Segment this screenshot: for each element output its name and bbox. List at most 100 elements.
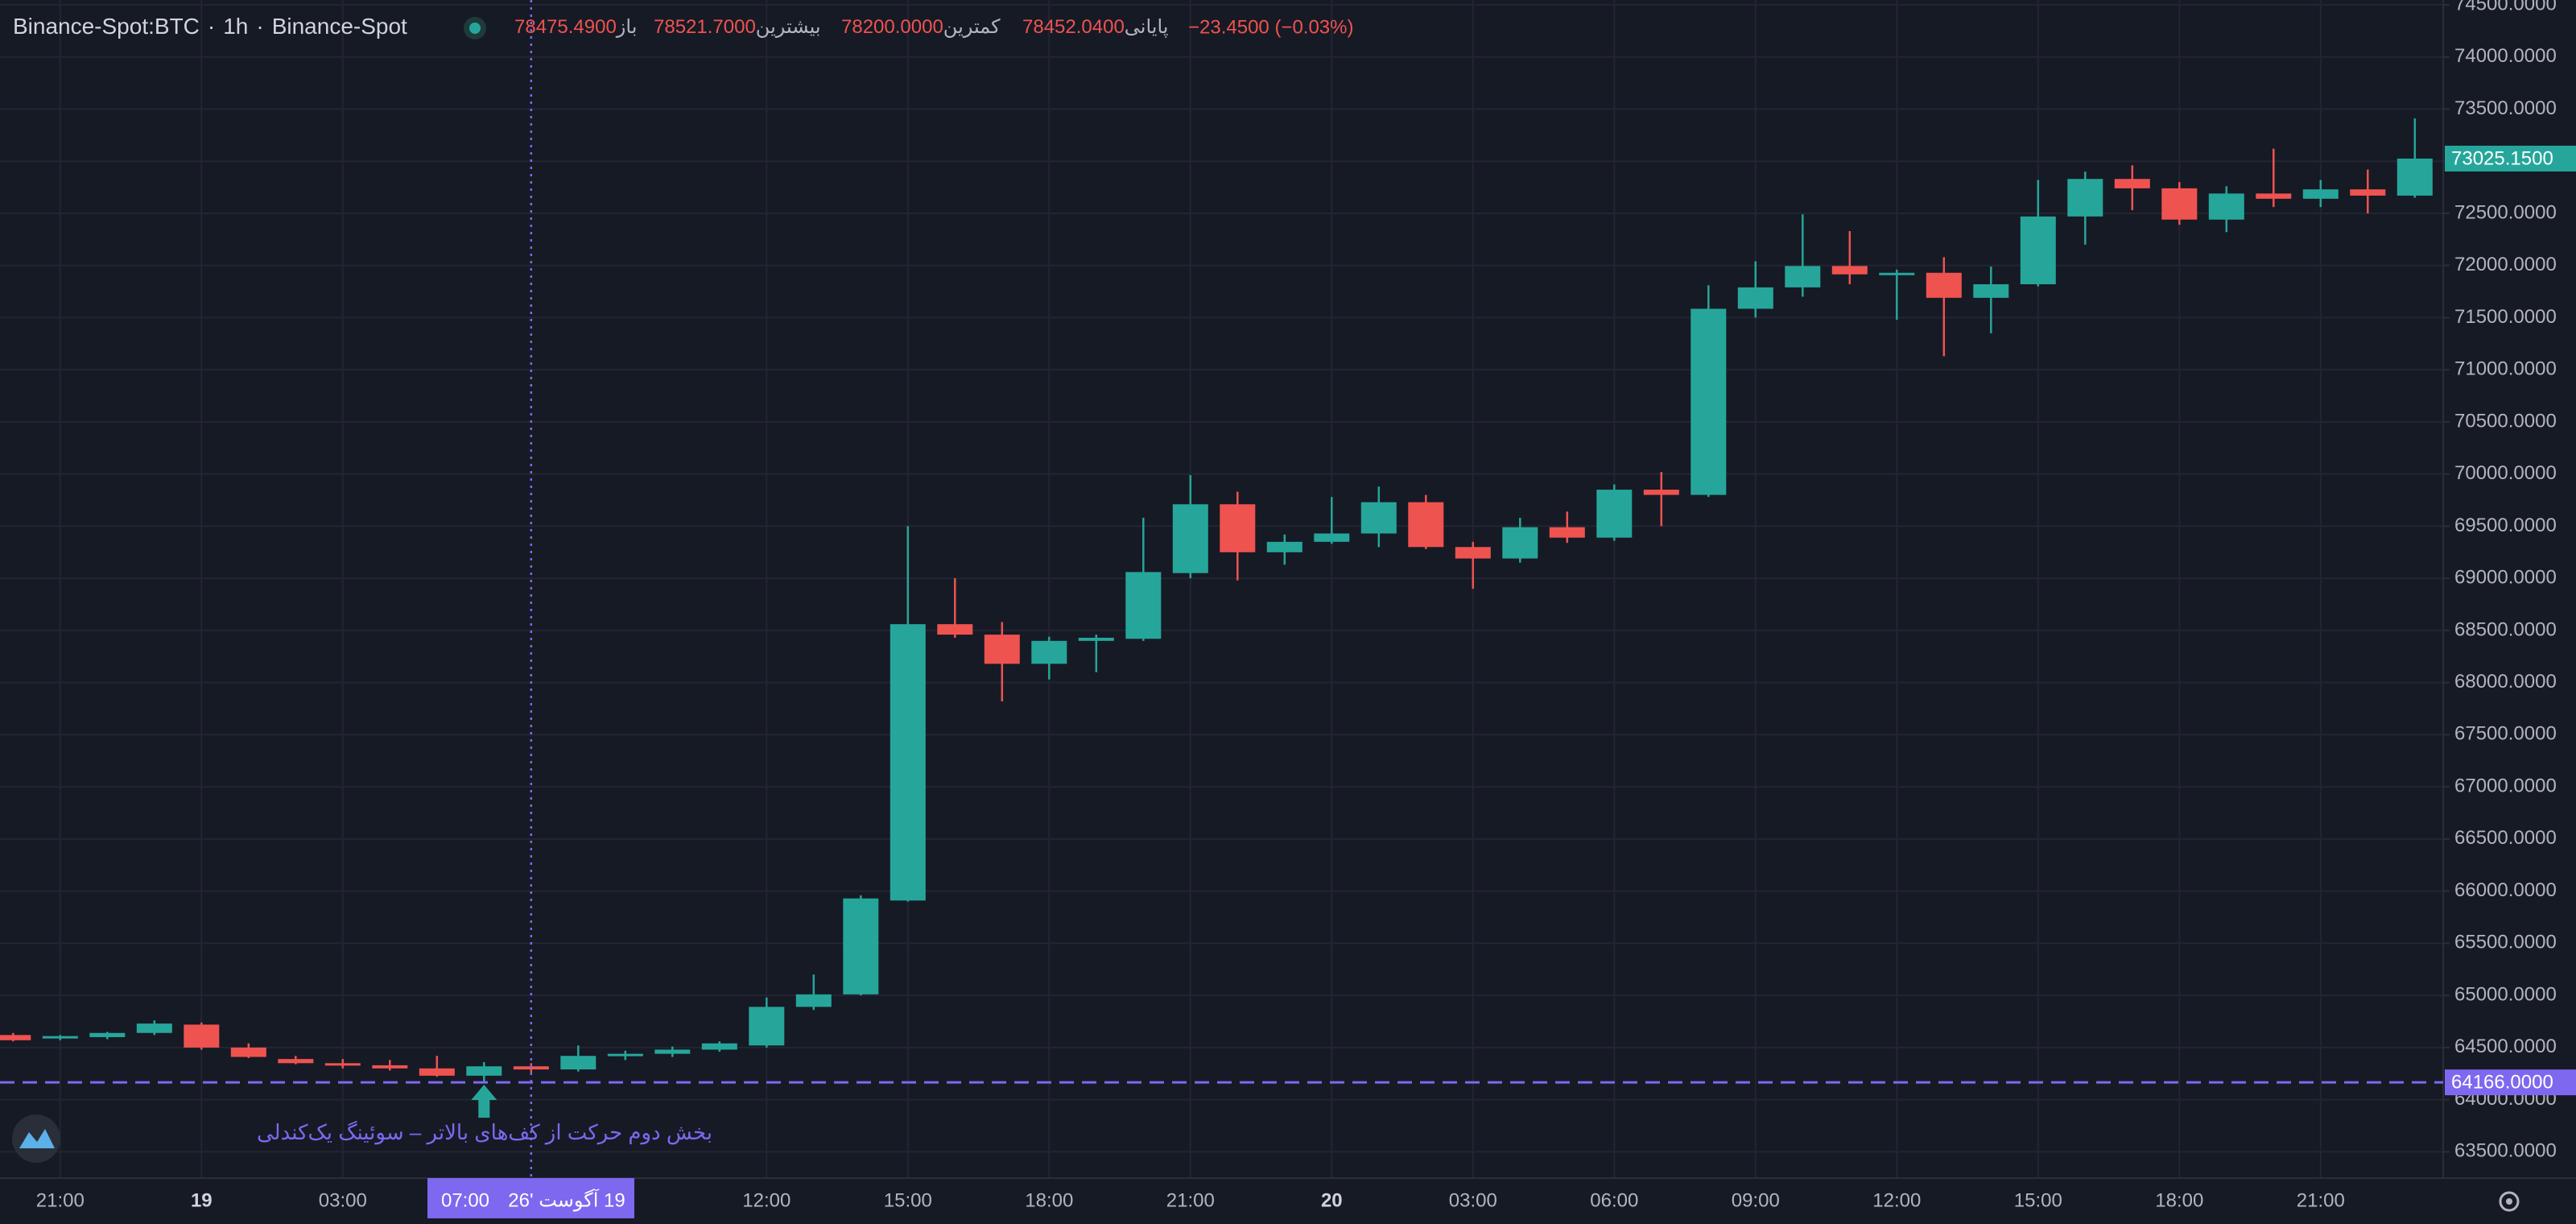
crosshair-date: 19 آگوست '26 [508,1188,625,1211]
candle-body [749,1007,785,1046]
candle-body [1455,547,1491,559]
candle-body [984,635,1020,664]
x-tick-label: 19 [191,1189,213,1211]
candle-body [1172,504,1208,573]
candle-body [2208,193,2244,220]
candle-body [654,1049,691,1054]
candle-body [560,1056,597,1070]
gear [2499,1191,2520,1212]
y-tick-label: 74000.0000 [2454,45,2557,67]
candle-body [1408,502,1444,548]
annotation: بخش دوم حرکت از کف‌های بالاتر – سوئینگ ی… [257,1120,712,1145]
x-tick-label: 03:00 [1449,1189,1497,1211]
y-tick-label: 63500.0000 [2454,1140,2557,1162]
candle-body [1220,504,1256,552]
candle-body [1031,640,1067,664]
candle-body [2350,189,2386,196]
x-tick-label: 09:00 [1732,1189,1780,1211]
x-tick-label: 15:00 [884,1189,932,1211]
candle-body [2256,193,2292,199]
candle-body [1360,502,1397,534]
y-tick-label: 72000.0000 [2454,254,2557,275]
candle-body [1125,572,1162,639]
logo-icon [19,1129,55,1148]
x-tick-label: 15:00 [2014,1189,2062,1211]
candle-body [230,1047,266,1057]
candle-body [419,1068,455,1076]
symbol: Binance-Spot:BTC [13,14,200,39]
logo-circle [12,1114,60,1163]
interval: 1h [223,14,248,39]
ohlc-item: کمترین78200.0000 [841,16,1001,38]
y-tick-label: 65500.0000 [2454,932,2557,953]
candle-body [2067,179,2103,217]
candle-body [372,1065,408,1069]
x-tick-label: 12:00 [742,1189,791,1211]
x-tick-label: 20 [1321,1189,1343,1211]
x-tick-label: 12:00 [1872,1189,1921,1211]
annotation-arrow [471,1085,497,1118]
y-tick-label: 74500.0000 [2454,0,2557,14]
candle-body [1266,541,1302,552]
settings-icon[interactable] [2499,1191,2520,1212]
ohlc-label: باز [616,16,638,38]
y-tick-label: 71000.0000 [2454,358,2557,380]
ohlc-value: 78475.4900 [514,16,617,38]
status-dot[interactable] [469,23,481,34]
separator: · [256,14,263,39]
y-tick-label: 70000.0000 [2454,462,2557,484]
y-tick-label: 73500.0000 [2454,97,2557,119]
ohlc-value: 78452.0400 [1022,16,1125,38]
ohlc-change: −23.4500 (−0.03%) [1188,16,1354,38]
ohlc-label: پایانی [1125,16,1169,38]
y-tick-label: 65000.0000 [2454,983,2557,1005]
last-price-label: 73025.1500 [2451,147,2553,169]
x-tick-label: 21:00 [1166,1189,1215,1211]
ohlc-value: 78200.0000 [841,16,943,38]
candles [0,118,2433,1083]
y-tick-label: 68000.0000 [2454,671,2557,693]
header: Binance-Spot:BTC · 1h · Binance-Spot [13,14,486,39]
crosshair-time-box [427,1178,634,1218]
y-tick-label: 70500.0000 [2454,410,2557,432]
exchange: Binance-Spot [272,14,407,39]
candle-body [937,624,973,635]
ohlc-item: بیشترین78521.7000 [654,16,821,38]
candle-body [1596,490,1633,538]
y-tick-label: 66000.0000 [2454,879,2557,901]
candle-body [136,1023,172,1033]
candle-body [843,898,879,994]
y-tick-label: 72500.0000 [2454,201,2557,223]
y-tick-label: 67500.0000 [2454,723,2557,745]
x-tick-label: 18:00 [1025,1189,1073,1211]
x-tick-label: 21:00 [36,1189,85,1211]
symbol-line: Binance-Spot:BTC · 1h · Binance-Spot [13,14,407,39]
y-tick-label: 67000.0000 [2454,775,2557,796]
separator: · [208,14,215,39]
hline-price-label: 64166.0000 [2451,1071,2553,1093]
candle-body [184,1024,220,1048]
candle-body [278,1059,314,1064]
candle-body [2302,189,2339,199]
candle-body [1926,272,1962,298]
candle-body [324,1063,361,1066]
candle-body [795,994,832,1007]
y-tick-label: 69500.0000 [2454,515,2557,536]
candle-body [89,1032,126,1037]
candle-body [1502,527,1538,559]
candle-body [1690,308,1727,495]
x-tick-label: 06:00 [1590,1189,1638,1211]
logo[interactable] [12,1114,60,1163]
candle-body [2114,179,2150,188]
ohlc-label: کمترین [943,16,1001,38]
ohlc-value: 78521.7000 [654,16,756,38]
y-tick-label: 68500.0000 [2454,618,2557,640]
x-tick-label: 21:00 [2297,1189,2345,1211]
candle-body [1831,266,1868,275]
y-tick-label: 64500.0000 [2454,1036,2557,1057]
y-tick-label: 71500.0000 [2454,306,2557,328]
y-tick-label: 69000.0000 [2454,567,2557,589]
hline-price-box [2445,1069,2576,1096]
ohlc-label: بیشترین [756,16,821,38]
